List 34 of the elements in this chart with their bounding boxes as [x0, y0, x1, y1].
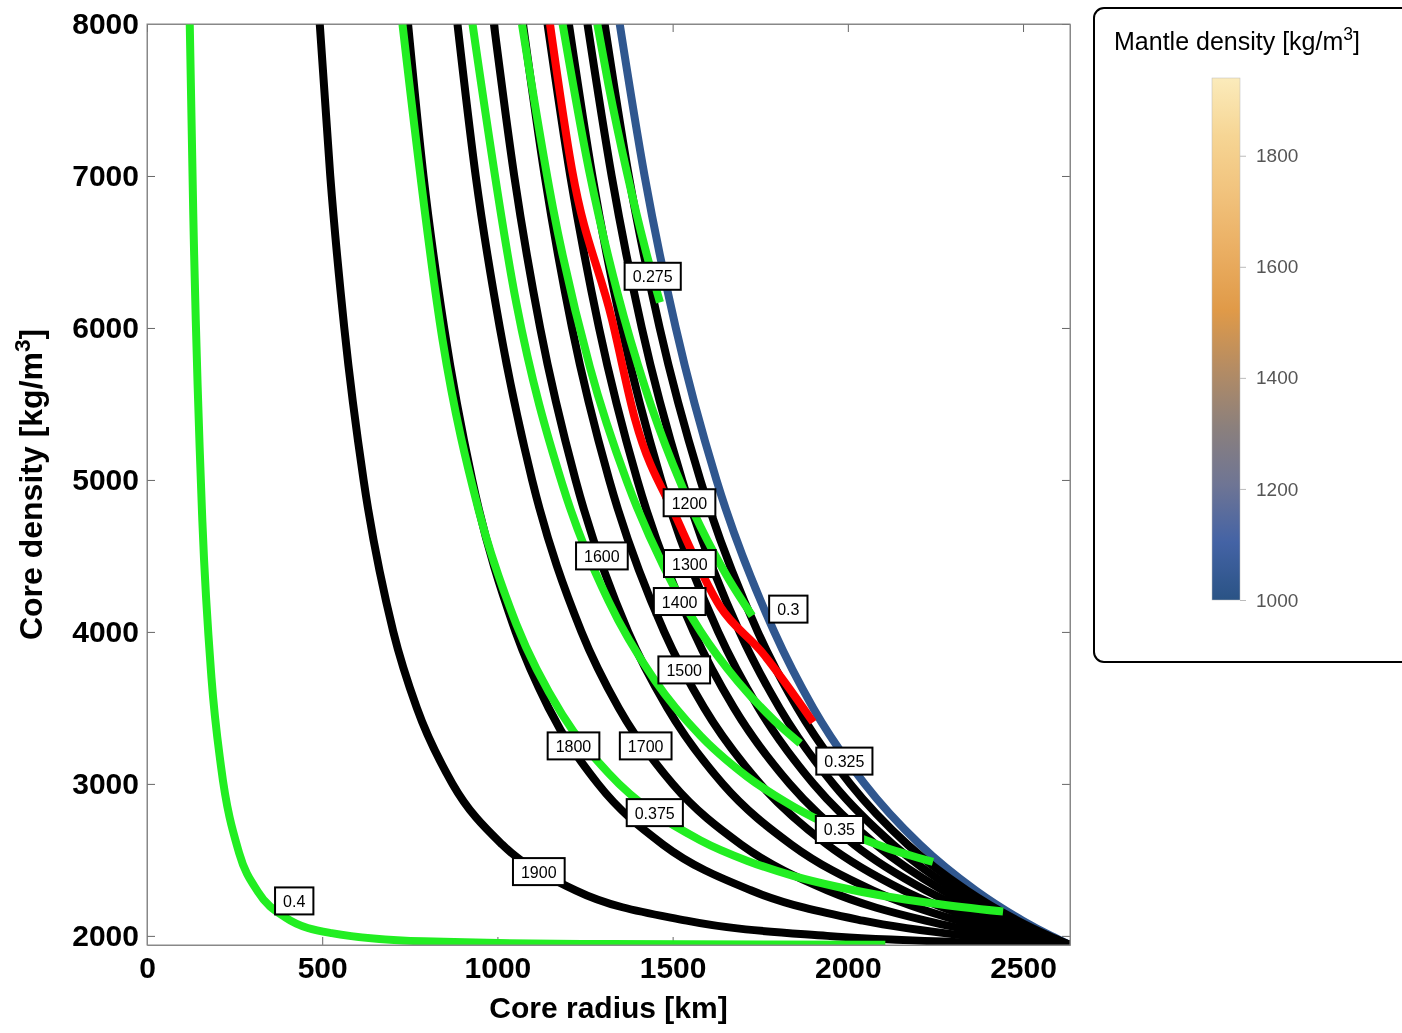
annotation: 0.275	[632, 267, 673, 285]
annotation: 0.4	[283, 892, 306, 910]
color-bar-label: 1000	[1256, 589, 1299, 611]
y-tick-label: 8000	[72, 7, 139, 41]
annotation: 1200	[671, 494, 708, 512]
annotation: 1600	[584, 547, 620, 565]
x-tick-label: 1500	[639, 951, 707, 985]
color-bar-label: 1400	[1256, 367, 1299, 389]
color-bar-label: 1200	[1256, 478, 1299, 500]
color-bar-label: 1600	[1256, 256, 1299, 278]
x-tick-label: 0	[139, 951, 156, 985]
annotation: 0.35	[823, 821, 856, 838]
annotation: 0.375	[634, 804, 675, 822]
color-bar-label: 1800	[1256, 145, 1299, 167]
y-tick-label: 5000	[72, 463, 139, 497]
y-tick-label: 4000	[72, 615, 139, 649]
annotation: 0.3	[777, 600, 800, 618]
annotation: 0.325	[824, 752, 865, 770]
annotation: 1400	[661, 593, 698, 611]
x-axis-title: Core radius [km]	[489, 991, 728, 1024]
x-tick-label: 500	[297, 951, 348, 985]
annotation: 1300	[672, 555, 708, 573]
x-tick-label: 2500	[990, 951, 1057, 985]
x-tick-label: 2000	[814, 951, 882, 985]
color-bar-title: Mantle density [kg/m$^{3}$]	[1114, 24, 1360, 55]
y-tick-label: 3000	[72, 767, 139, 800]
annotation: 1800	[555, 737, 592, 755]
y-tick-label: 2000	[72, 918, 139, 952]
x-tick-label: 1000	[464, 951, 532, 985]
annotation: 1900	[520, 863, 557, 881]
annotation: 1700	[627, 737, 664, 755]
y-tick-label: 6000	[72, 311, 139, 345]
annotation: 1500	[666, 661, 703, 679]
y-tick-label: 7000	[72, 159, 139, 193]
